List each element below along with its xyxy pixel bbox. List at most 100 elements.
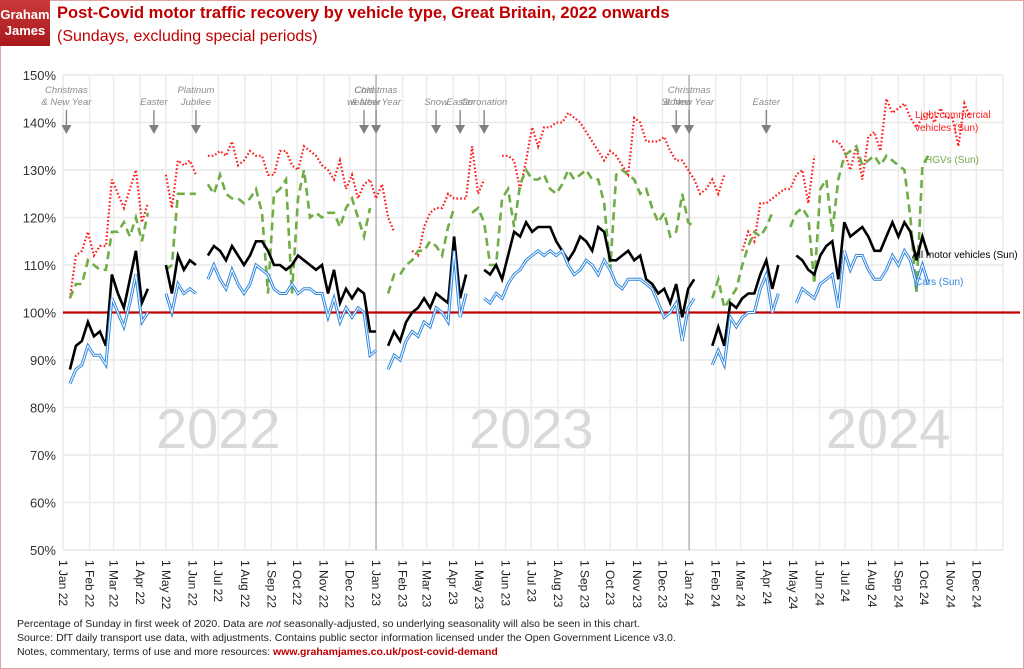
series-line-inner (69, 274, 149, 384)
annotation-text: Christmas (668, 85, 711, 96)
x-tick-label: 1 Apr 24 (760, 560, 774, 605)
y-tick-label: 150% (23, 68, 57, 83)
series-line-solid (164, 250, 197, 294)
y-tick-label: 100% (23, 306, 57, 321)
annotation-text: Easter (753, 97, 781, 108)
series-line-solid (711, 255, 780, 347)
x-tick-label: 1 Jan 23 (369, 560, 383, 606)
x-tick-label: 1 Mar 22 (107, 560, 121, 608)
y-tick-label: 50% (30, 543, 56, 558)
logo-line1: Graham (0, 7, 50, 22)
annotation-text: Cold (354, 85, 374, 96)
annotation-text: Jubilee (180, 97, 211, 108)
x-tick-label: 1 Aug 22 (238, 560, 252, 608)
x-tick-label: 1 Feb 22 (83, 560, 97, 608)
series-line-inner (207, 263, 377, 357)
y-tick-label: 140% (23, 116, 57, 131)
footer-note-em: not (266, 618, 281, 630)
x-tick-label: 1 Sep 24 (891, 560, 905, 608)
x-tick-label: 1 Jan 24 (682, 560, 696, 606)
x-tick-label: 1 Feb 24 (709, 560, 723, 608)
down-arrow-icon (671, 125, 682, 134)
x-tick-label: 1 May 24 (786, 560, 800, 610)
series-line-inner (711, 272, 779, 367)
series-label: HGVs (Sun) (925, 155, 979, 166)
y-tick-label: 120% (23, 211, 57, 226)
series-line-solid (795, 218, 930, 280)
x-tick-label: 1 Apr 23 (446, 560, 460, 605)
y-tick-label: 130% (23, 163, 57, 178)
series-line-dashed (165, 192, 196, 271)
year-watermark: 2023 (469, 397, 594, 460)
down-arrow-icon (190, 125, 201, 134)
series-line-solid (206, 240, 376, 333)
series-line-dashed (206, 169, 372, 294)
footer-note-pre: Percentage of Sunday in first week of 20… (17, 618, 267, 630)
footer-links: Notes, commentary, terms of use and more… (17, 646, 498, 658)
footer-links-pre: Notes, commentary, terms of use and more… (17, 646, 273, 658)
annotation-text: Easter (140, 97, 168, 108)
down-arrow-icon (684, 125, 695, 134)
series-line-dashed (386, 207, 456, 294)
website-link[interactable]: www.grahamjames.co.uk/post-covid-demand (272, 646, 498, 658)
logo-line2: James (4, 23, 46, 38)
annotation-text: weather (347, 97, 382, 108)
footer-note-post: seasonally-adjusted, so underlying seaso… (280, 618, 640, 630)
annotation-text: Christmas (355, 85, 398, 96)
annotation-text: & New Year (664, 97, 715, 108)
footer-note: Percentage of Sunday in first week of 20… (17, 618, 640, 630)
down-arrow-icon (479, 125, 490, 134)
chart-subtitle: (Sundays, excluding special periods) (57, 28, 318, 45)
x-tick-label: 1 Oct 24 (917, 560, 931, 606)
graham-james-logo[interactable]: Graham James (0, 0, 50, 46)
x-tick-label: 1 Aug 23 (551, 560, 565, 608)
x-tick-label: 1 Mar 24 (734, 560, 748, 608)
x-tick-label: 1 May 22 (159, 560, 173, 610)
annotation-text: Coronation (461, 97, 507, 108)
x-tick-label: 1 Jan 22 (56, 560, 70, 606)
x-tick-label: 1 Dec 22 (342, 560, 356, 608)
series-line-dotted (164, 158, 197, 209)
annotation-text: Storms (661, 97, 691, 108)
x-tick-label: 1 Sep 23 (577, 560, 591, 608)
annotation-text: Christmas (45, 85, 88, 96)
series-line-dashed (471, 167, 696, 270)
x-tick-label: 1 Mar 23 (420, 560, 434, 608)
series-line-solid (386, 236, 468, 347)
x-tick-label: 1 Dec 24 (969, 560, 983, 608)
x-tick-label: 1 Nov 24 (944, 560, 958, 608)
series-line-dotted (741, 155, 816, 252)
x-tick-label: 1 Aug 24 (865, 560, 879, 608)
x-tick-label: 1 Nov 22 (317, 560, 331, 608)
x-tick-label: 1 Apr 22 (133, 560, 147, 605)
footer-source: Source: DfT daily transport use data, wi… (17, 632, 676, 644)
annotation-text: & New Year (41, 97, 92, 108)
down-arrow-icon (371, 125, 382, 134)
series-line-solid (68, 250, 150, 370)
down-arrow-icon (359, 125, 370, 134)
series-label: Cars (Sun) (915, 277, 963, 288)
series-line-inner (387, 250, 467, 370)
series-line-dotted (832, 94, 972, 180)
series-line-inner (483, 250, 695, 342)
series-line-dotted (411, 146, 486, 258)
down-arrow-icon (761, 125, 772, 134)
x-tick-label: 1 Jul 24 (838, 560, 852, 602)
series-line-double (794, 247, 930, 309)
year-watermark: 2022 (156, 397, 281, 460)
series-line-dotted (68, 169, 149, 299)
x-tick-label: 1 Jun 24 (812, 560, 826, 606)
y-tick-label: 80% (30, 401, 56, 416)
series-line-solid (483, 219, 696, 318)
down-arrow-icon (455, 125, 466, 134)
annotation-text: Snow (424, 97, 449, 108)
series-label: All motor vehicles (Sun) (912, 250, 1018, 261)
x-tick-label: 1 Dec 23 (656, 560, 670, 608)
x-tick-label: 1 Jul 22 (211, 560, 225, 602)
series-label: Light commercial (915, 110, 991, 121)
x-tick-label: 1 Jun 23 (499, 560, 513, 606)
down-arrow-icon (61, 125, 72, 134)
x-tick-label: 1 Oct 22 (290, 560, 304, 606)
annotation-text: Easter (446, 97, 474, 108)
